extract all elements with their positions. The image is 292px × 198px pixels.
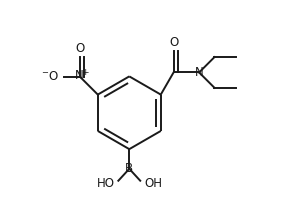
Text: B: B	[125, 162, 133, 175]
Text: O: O	[75, 42, 84, 55]
Text: OH: OH	[144, 177, 162, 190]
Text: HO: HO	[96, 177, 114, 190]
Text: N: N	[195, 66, 204, 79]
Text: N: N	[75, 69, 84, 82]
Text: +: +	[81, 68, 88, 77]
Text: $^{-}$O: $^{-}$O	[41, 70, 59, 83]
Text: O: O	[169, 36, 178, 49]
